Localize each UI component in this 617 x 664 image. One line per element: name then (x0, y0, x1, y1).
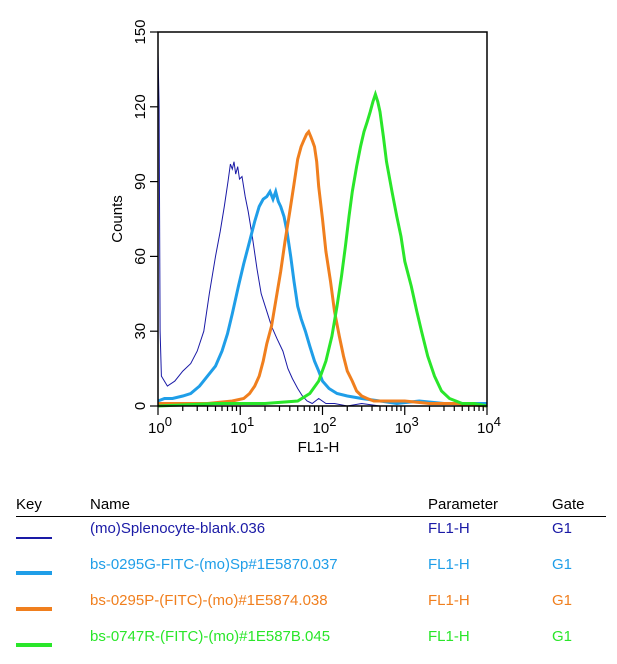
histogram-chart: 0 30 60 90 120 150 100 101 102 103 104 FL1-H Count… (109, 19, 501, 456)
x-tick-label: 101 (230, 414, 254, 437)
series-line-3 (158, 128, 488, 408)
legend-row-parameter: FL1-H (428, 556, 470, 573)
legend-row-parameter: FL1-H (428, 592, 470, 609)
legend-swatch (16, 607, 52, 611)
legend-row-parameter: FL1-H (428, 520, 470, 537)
y-tick-label: 90 (132, 173, 149, 190)
legend-header-key: Key (16, 496, 42, 513)
y-tick-label: 30 (132, 323, 149, 340)
y-tick-label: 150 (132, 19, 149, 44)
series-line-4 (157, 89, 488, 408)
legend-row: (mo)Splenocyte-blank.036 FL1-H G1 (16, 520, 606, 542)
y-tick-label: 60 (132, 248, 149, 265)
x-tick-label: 103 (395, 414, 419, 437)
legend-header-parameter: Parameter (428, 496, 499, 513)
legend-row-name: bs-0295G-FITC-(mo)Sp#1E5870.037 (90, 556, 338, 573)
series-line-2 (157, 186, 487, 406)
axis-layer: 0 30 60 90 120 150 100 101 102 103 104 (132, 19, 501, 437)
x-axis-title: FL1-H (298, 439, 340, 456)
series-layer (157, 51, 488, 408)
x-tick-label: 102 (313, 414, 337, 437)
legend-row-parameter: FL1-H (428, 628, 470, 645)
legend-row: bs-0747R-(FITC)-(mo)#1E587B.045 FL1-H G1 (16, 628, 606, 650)
x-tick-label: 100 (148, 414, 172, 437)
legend-swatch (16, 537, 52, 539)
legend-header-name: Name (90, 496, 131, 513)
legend-row: bs-0295G-FITC-(mo)Sp#1E5870.037 FL1-H G1 (16, 556, 606, 578)
legend-row-name: bs-0295P-(FITC)-(mo)#1E5874.038 (90, 592, 328, 609)
legend-swatch (16, 571, 52, 575)
legend-header: Key Name Parameter Gate (16, 496, 606, 518)
series-line-1 (157, 51, 405, 407)
legend-row: bs-0295P-(FITC)-(mo)#1E5874.038 FL1-H G1 (16, 592, 606, 614)
legend-header-divider (16, 516, 606, 517)
y-axis-title: Counts (109, 195, 126, 243)
legend-row-name: bs-0747R-(FITC)-(mo)#1E587B.045 (90, 628, 331, 645)
legend-row-name: (mo)Splenocyte-blank.036 (90, 520, 266, 537)
legend-row-gate: G1 (552, 628, 573, 645)
y-tick-label: 120 (132, 94, 149, 119)
legend-row-gate: G1 (552, 556, 573, 573)
x-tick-label: 104 (477, 414, 501, 437)
legend-header-gate: Gate (552, 496, 585, 513)
y-tick-label: 0 (132, 402, 149, 410)
legend-row-gate: G1 (552, 592, 573, 609)
legend-row-gate: G1 (552, 520, 573, 537)
legend-swatch (16, 643, 52, 647)
